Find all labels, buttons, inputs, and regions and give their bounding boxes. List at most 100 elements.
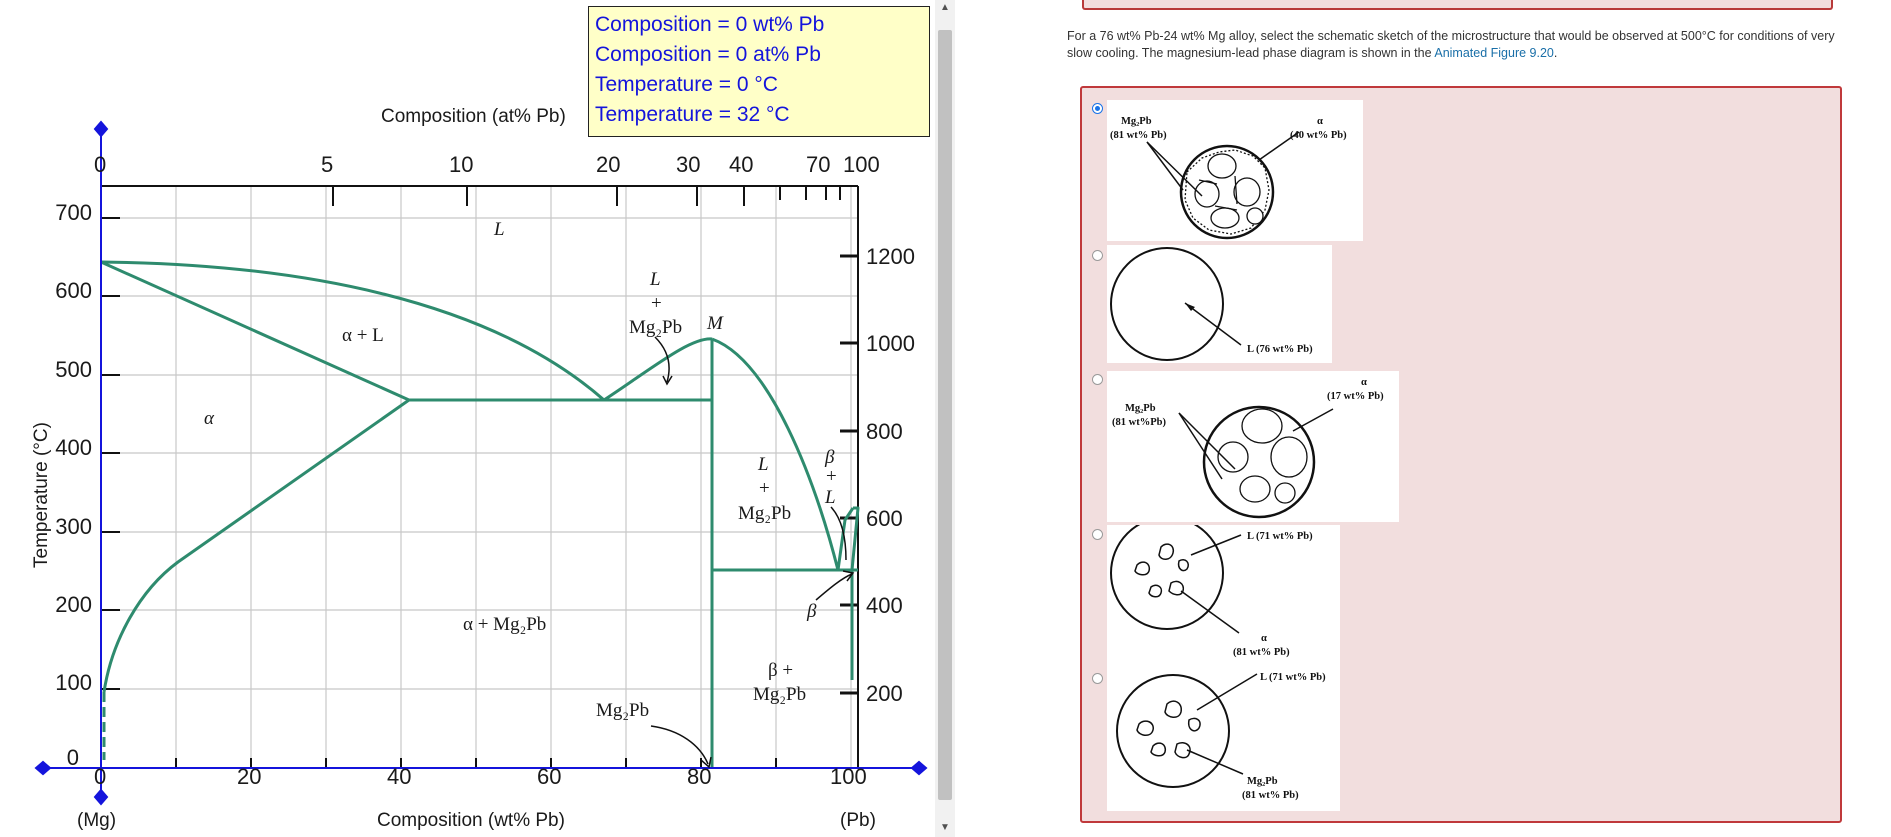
- right-tick-1200: 1200: [866, 244, 915, 269]
- point-m: M: [706, 313, 724, 334]
- region-l-mg2pb-plus: +: [759, 478, 770, 499]
- animated-figure-link[interactable]: Animated Figure 9.20: [1434, 46, 1554, 60]
- option-4-label-bottom2: (81 wt% Pb): [1233, 647, 1290, 658]
- option-4-label-top: L (71 wt% Pb): [1247, 531, 1313, 542]
- top-axis-title: Composition (at% Pb): [381, 106, 566, 127]
- option-1-radio[interactable]: [1092, 103, 1103, 114]
- left-tick-600: 600: [55, 278, 92, 303]
- scroll-thumb[interactable]: [938, 30, 952, 800]
- option-3-label-right1: α: [1361, 377, 1367, 388]
- region-beta: β: [806, 601, 817, 622]
- top-tick-10: 10: [449, 152, 473, 177]
- option-1-image[interactable]: Mg₂Pb (81 wt% Pb) α (40 wt% Pb): [1107, 100, 1363, 241]
- top-tick-5: 5: [321, 152, 333, 177]
- left-tick-200: 200: [55, 592, 92, 617]
- top-tick-30: 30: [676, 152, 700, 177]
- region-beta-l-beta: β: [824, 447, 835, 468]
- top-tick-100: 100: [843, 152, 880, 177]
- left-tick-300: 300: [55, 514, 92, 539]
- left-axis-title: Temperature (°C): [31, 422, 52, 568]
- bottom-tick-80: 80: [687, 764, 711, 789]
- label-arrows: [650, 336, 855, 769]
- option-3-image[interactable]: Mg₂Pb (81 wt%Pb) α (17 wt% Pb): [1107, 371, 1399, 522]
- option-1-label-left1: Mg₂Pb: [1121, 116, 1152, 127]
- region-beta-l-l: L: [824, 487, 836, 508]
- region-alpha-plus-mg2pb: α + Mg₂Pb: [463, 614, 546, 635]
- readout-wt: Composition = 0 wt% Pb: [595, 13, 825, 36]
- region-l-mg2pb-l: L: [757, 454, 769, 475]
- option-2-radio[interactable]: [1092, 250, 1103, 261]
- readout-temp-f: Temperature = 32 °C: [595, 103, 790, 126]
- option-1-label-right1: α: [1317, 116, 1323, 127]
- liquidus-mg2pb-right: [711, 337, 840, 571]
- region-alpha: α: [204, 408, 215, 429]
- region-l-mg2pb-mg2pb: Mg₂Pb: [738, 503, 791, 524]
- solidus-alpha: [100, 260, 410, 402]
- mg-pb-phase-diagram[interactable]: Composition (at% Pb) 0 5 10 20 30 40 70 …: [0, 0, 935, 837]
- readout-temp-c: Temperature = 0 °C: [595, 73, 778, 96]
- vertical-scrollbar[interactable]: ▲ ▼: [935, 0, 955, 837]
- top-axis-ticks: [332, 186, 841, 206]
- option-3-label-left2: (81 wt%Pb): [1112, 417, 1166, 428]
- region-liquid: L: [493, 219, 505, 240]
- region-mg2pb: Mg₂Pb: [596, 700, 649, 721]
- region-alpha-plus-liquid: α + L: [342, 325, 384, 346]
- option-3-label-left1: Mg₂Pb: [1125, 403, 1156, 414]
- bottom-left-label: (Mg): [77, 810, 116, 831]
- option-4-radio[interactable]: [1092, 529, 1103, 540]
- left-axis-ticks: [101, 217, 120, 690]
- right-tick-800: 800: [866, 419, 903, 444]
- liquidus-mg2pb-left: [603, 337, 713, 402]
- region-beta-l-plus: +: [826, 466, 837, 487]
- option-1-label-left2: (81 wt% Pb): [1110, 130, 1167, 141]
- option-2-image[interactable]: L (76 wt% Pb): [1107, 245, 1332, 363]
- question-body: For a 76 wt% Pb-24 wt% Mg alloy, select …: [1067, 29, 1835, 60]
- phase-diagram-panel[interactable]: Composition (at% Pb) 0 5 10 20 30 40 70 …: [0, 0, 935, 837]
- right-tick-1000: 1000: [866, 331, 915, 356]
- readout-box: Composition = 0 wt% Pb Composition = 0 a…: [588, 6, 930, 137]
- top-tick-40: 40: [729, 152, 753, 177]
- left-tick-500: 500: [55, 357, 92, 382]
- left-tick-700: 700: [55, 200, 92, 225]
- left-tick-400: 400: [55, 435, 92, 460]
- option-1-label-right2: (40 wt% Pb): [1290, 130, 1347, 141]
- bottom-axis-title: Composition (wt% Pb): [377, 810, 565, 831]
- left-tick-0: 0: [67, 745, 79, 770]
- option-4-image[interactable]: L (71 wt% Pb) α (81 wt% Pb): [1107, 516, 1340, 668]
- blue-axes[interactable]: [34, 120, 928, 806]
- region-l-plus-mg2pb-mg2pb: Mg₂Pb: [629, 317, 682, 338]
- grid: [101, 186, 858, 768]
- beta-left: [836, 507, 855, 571]
- bottom-tick-40: 40: [387, 764, 411, 789]
- answer-options: Mg₂Pb (81 wt% Pb) α (40 wt% Pb) L (76 wt…: [1080, 86, 1842, 823]
- bottom-tick-60: 60: [537, 764, 561, 789]
- right-tick-200: 200: [866, 681, 903, 706]
- plot-frame: [100, 185, 859, 768]
- region-l-plus-mg2pb-plus: +: [651, 293, 662, 314]
- option-3-radio[interactable]: [1092, 374, 1103, 385]
- region-beta-plus-mg2pb-1: β +: [768, 660, 793, 681]
- top-tick-20: 20: [596, 152, 620, 177]
- bottom-axis-ticks: [175, 758, 777, 768]
- bottom-tick-100: 100: [830, 764, 867, 789]
- beta-solvus: [850, 506, 860, 680]
- option-5-image[interactable]: L (71 wt% Pb) Mg₂Pb (81 wt% Pb): [1107, 668, 1340, 811]
- option-5-label-top: L (71 wt% Pb): [1260, 672, 1326, 683]
- left-tick-100: 100: [55, 670, 92, 695]
- liquidus-left: [100, 260, 605, 402]
- bottom-right-label: (Pb): [840, 810, 876, 831]
- region-l-plus-mg2pb-l: L: [649, 269, 661, 290]
- region-beta-plus-mg2pb-2: Mg₂Pb: [753, 684, 806, 705]
- scroll-down-icon[interactable]: ▼: [940, 822, 950, 833]
- right-axis-ticks: [840, 254, 858, 695]
- option-5-radio[interactable]: [1092, 673, 1103, 684]
- solvus-alpha: [102, 398, 410, 693]
- scroll-up-icon[interactable]: ▲: [940, 2, 950, 13]
- bottom-tick-20: 20: [237, 764, 261, 789]
- option-5-label-bottom1: Mg₂Pb: [1247, 776, 1278, 787]
- option-5-label-bottom2: (81 wt% Pb): [1242, 790, 1299, 801]
- option-2-label: L (76 wt% Pb): [1247, 344, 1313, 355]
- option-3-label-right2: (17 wt% Pb): [1327, 391, 1384, 402]
- readout-at: Composition = 0 at% Pb: [595, 43, 821, 66]
- top-tick-0: 0: [94, 152, 106, 177]
